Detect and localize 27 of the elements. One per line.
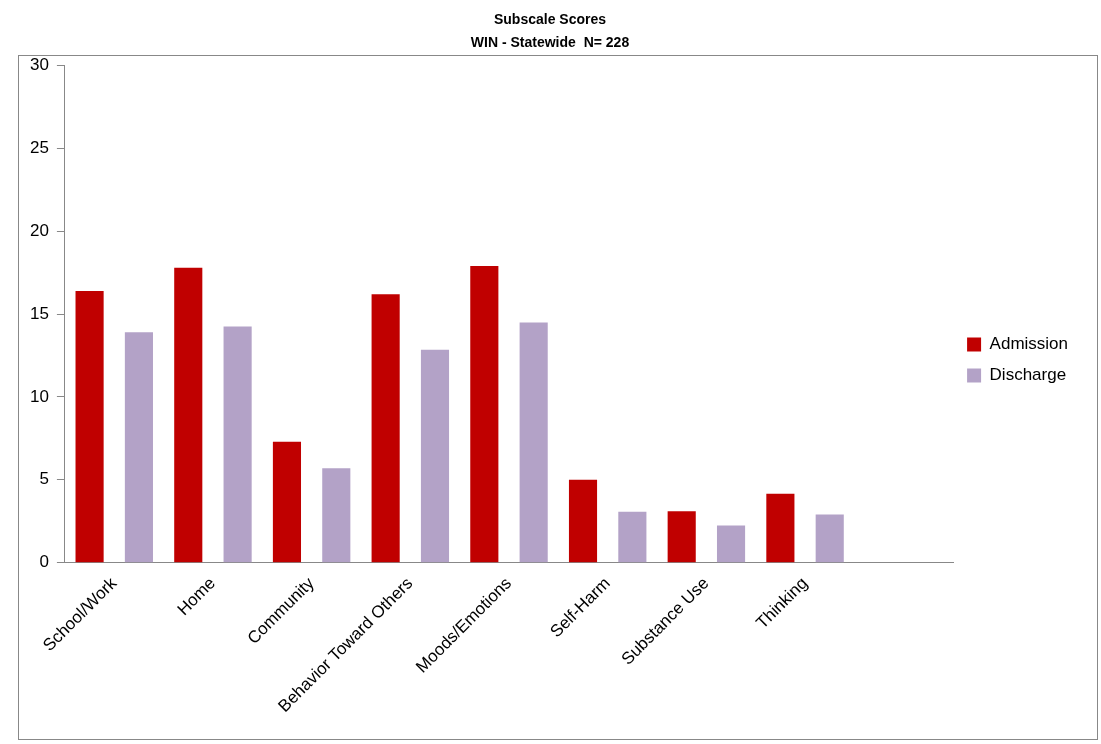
legend-label: Admission — [989, 334, 1068, 354]
bar — [272, 441, 302, 563]
bar — [322, 468, 351, 563]
y-tick-label: 30 — [29, 55, 49, 75]
y-tick-label: 0 — [39, 552, 49, 572]
y-tick-label: 10 — [29, 386, 49, 406]
chart-subtitle: WIN - Statewide N= 228 — [470, 34, 630, 51]
bar — [568, 479, 598, 563]
legend-label: Discharge — [989, 365, 1067, 385]
y-tick-label: 5 — [39, 469, 49, 489]
bar — [75, 290, 104, 563]
y-tick-label: 20 — [29, 220, 49, 240]
bar — [766, 493, 795, 563]
bar — [667, 511, 696, 563]
chart-title: Subscale Scores — [493, 11, 607, 28]
y-tick-label: 15 — [29, 303, 49, 323]
y-tick-label: 25 — [29, 138, 49, 158]
bar — [174, 267, 203, 563]
bar — [716, 525, 746, 563]
bar — [470, 266, 499, 563]
bar — [371, 294, 400, 563]
bar — [618, 511, 647, 563]
bar — [420, 349, 450, 563]
bar — [815, 514, 844, 563]
bar — [124, 332, 153, 563]
bar — [519, 322, 548, 563]
bar — [223, 326, 252, 563]
